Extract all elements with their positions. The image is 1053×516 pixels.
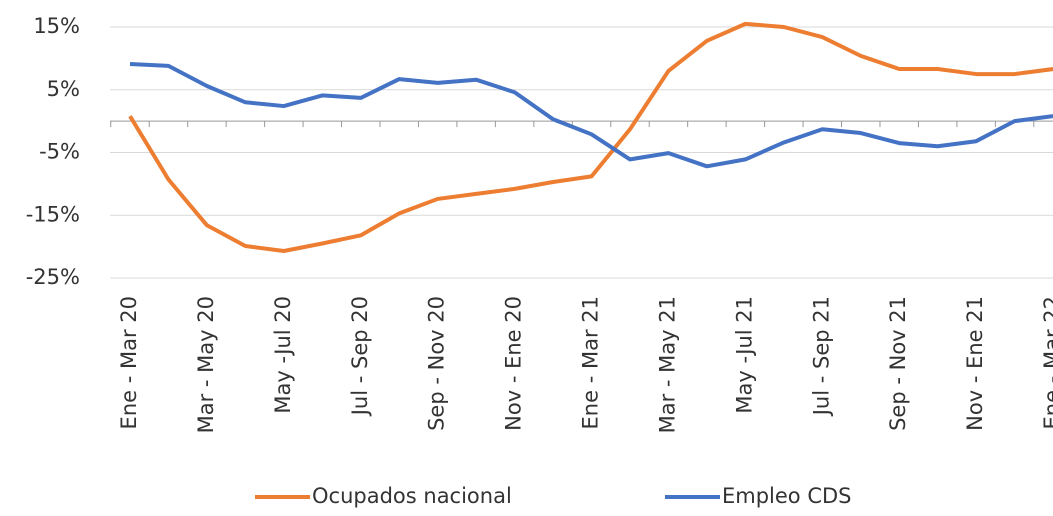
x-tick-label: Sep - Nov 21	[886, 296, 910, 431]
x-tick-label: Mar - May 21	[655, 296, 679, 433]
y-tick-label: -25%	[26, 265, 80, 289]
x-tick-label: Sep - Nov 20	[425, 296, 449, 431]
x-tick-label: Ene - Mar 22	[1040, 296, 1053, 429]
legend-label: Ocupados nacional	[312, 484, 512, 508]
series-line	[129, 62, 1053, 169]
x-tick-label: Ene - Mar 20	[117, 296, 141, 429]
y-tick-label: 5%	[47, 77, 80, 101]
y-tick-label: 15%	[33, 14, 80, 38]
x-tick-label: Mar - May 20	[194, 296, 218, 433]
y-tick-label: -15%	[26, 202, 80, 226]
x-tick-label: Jul - Sep 20	[348, 296, 372, 417]
x-tick-label: Jul - Sep 21	[809, 296, 833, 417]
y-tick-label: -5%	[39, 140, 80, 164]
x-tick-label: Nov - Ene 21	[963, 296, 987, 431]
legend-label: Empleo CDS	[722, 484, 852, 508]
x-tick-label: Ene - Mar 21	[579, 296, 603, 429]
x-tick-label: May -Jul 20	[271, 296, 295, 414]
x-tick-label: Nov - Ene 20	[502, 296, 526, 431]
series-line	[128, 21, 1053, 254]
x-tick-label: May -Jul 21	[732, 296, 756, 414]
